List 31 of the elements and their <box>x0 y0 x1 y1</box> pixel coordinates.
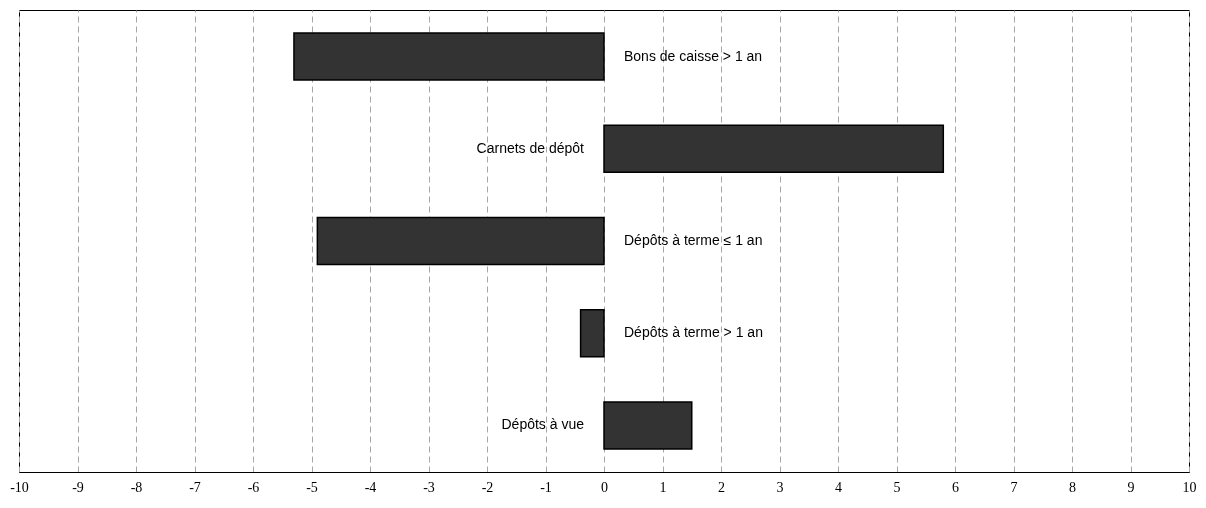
y-tick-label: Bons de caisse > 1 an <box>624 47 763 64</box>
bar <box>603 401 693 450</box>
x-tick-label: -2 <box>481 479 494 495</box>
x-tick-label: 2 <box>718 479 725 495</box>
x-tick-label: 7 <box>1010 479 1018 495</box>
y-tick-label: Dépôts à terme ≤ 1 an <box>624 232 763 248</box>
x-tick-label: 10 <box>1182 479 1197 495</box>
x-tick-label: 9 <box>1127 479 1135 495</box>
x-tick-label: -1 <box>540 479 552 495</box>
x-tick-label: -9 <box>72 479 84 495</box>
y-tick-label: Dépôts à terme > 1 an <box>624 324 763 341</box>
x-tick-label: 5 <box>893 479 901 495</box>
bar <box>579 308 605 358</box>
y-tick-label: Dépôts à vue <box>501 416 585 433</box>
x-tick-label: 1 <box>659 479 667 495</box>
x-tick-label: -3 <box>423 479 435 495</box>
x-tick-label: 4 <box>835 479 842 495</box>
x-tick-label: -5 <box>306 479 318 495</box>
x-tick-label: -10 <box>10 479 29 495</box>
x-tick-label: -7 <box>189 479 201 495</box>
y-tick-label: Carnets de dépôt <box>476 139 585 156</box>
x-tick-label: -6 <box>247 479 260 495</box>
bar <box>293 32 605 81</box>
x-tick-label: 8 <box>1069 479 1076 495</box>
x-tick-label: 3 <box>776 479 784 495</box>
bar <box>316 216 605 266</box>
x-tick-label: -8 <box>130 479 143 495</box>
x-tick-label: 6 <box>952 479 959 495</box>
x-tick-label: -4 <box>364 479 377 495</box>
x-tick-label: 0 <box>601 479 608 495</box>
bar <box>603 124 945 174</box>
